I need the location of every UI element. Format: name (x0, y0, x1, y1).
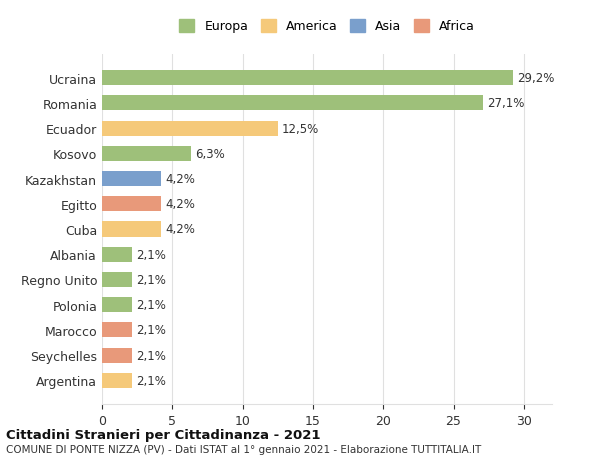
Bar (102, 197, 161, 212)
Legend: Europa, America, Asia, Africa: Europa, America, Asia, Africa (176, 16, 478, 37)
Bar (102, 297, 131, 313)
Text: 12,5%: 12,5% (282, 123, 319, 135)
Bar (102, 71, 512, 86)
Bar (102, 247, 131, 262)
Text: 4,2%: 4,2% (165, 223, 195, 236)
Text: 4,2%: 4,2% (165, 198, 195, 211)
Bar (102, 323, 131, 338)
Text: 2,1%: 2,1% (136, 274, 166, 286)
Bar (102, 172, 161, 187)
Text: 2,1%: 2,1% (136, 349, 166, 362)
Bar (102, 272, 131, 287)
Text: 4,2%: 4,2% (165, 173, 195, 185)
Bar (102, 121, 278, 136)
Text: 2,1%: 2,1% (136, 298, 166, 312)
Text: 2,1%: 2,1% (136, 248, 166, 261)
Bar (102, 373, 131, 388)
Text: Cittadini Stranieri per Cittadinanza - 2021: Cittadini Stranieri per Cittadinanza - 2… (6, 428, 320, 442)
Text: 2,1%: 2,1% (136, 324, 166, 336)
Text: 29,2%: 29,2% (517, 72, 554, 85)
Text: 27,1%: 27,1% (487, 97, 524, 110)
Bar (102, 96, 483, 111)
Text: 6,3%: 6,3% (195, 147, 224, 161)
Bar (102, 222, 161, 237)
Text: COMUNE DI PONTE NIZZA (PV) - Dati ISTAT al 1° gennaio 2021 - Elaborazione TUTTIT: COMUNE DI PONTE NIZZA (PV) - Dati ISTAT … (6, 444, 481, 454)
Text: 2,1%: 2,1% (136, 374, 166, 387)
Bar (102, 348, 131, 363)
Bar (102, 146, 191, 162)
